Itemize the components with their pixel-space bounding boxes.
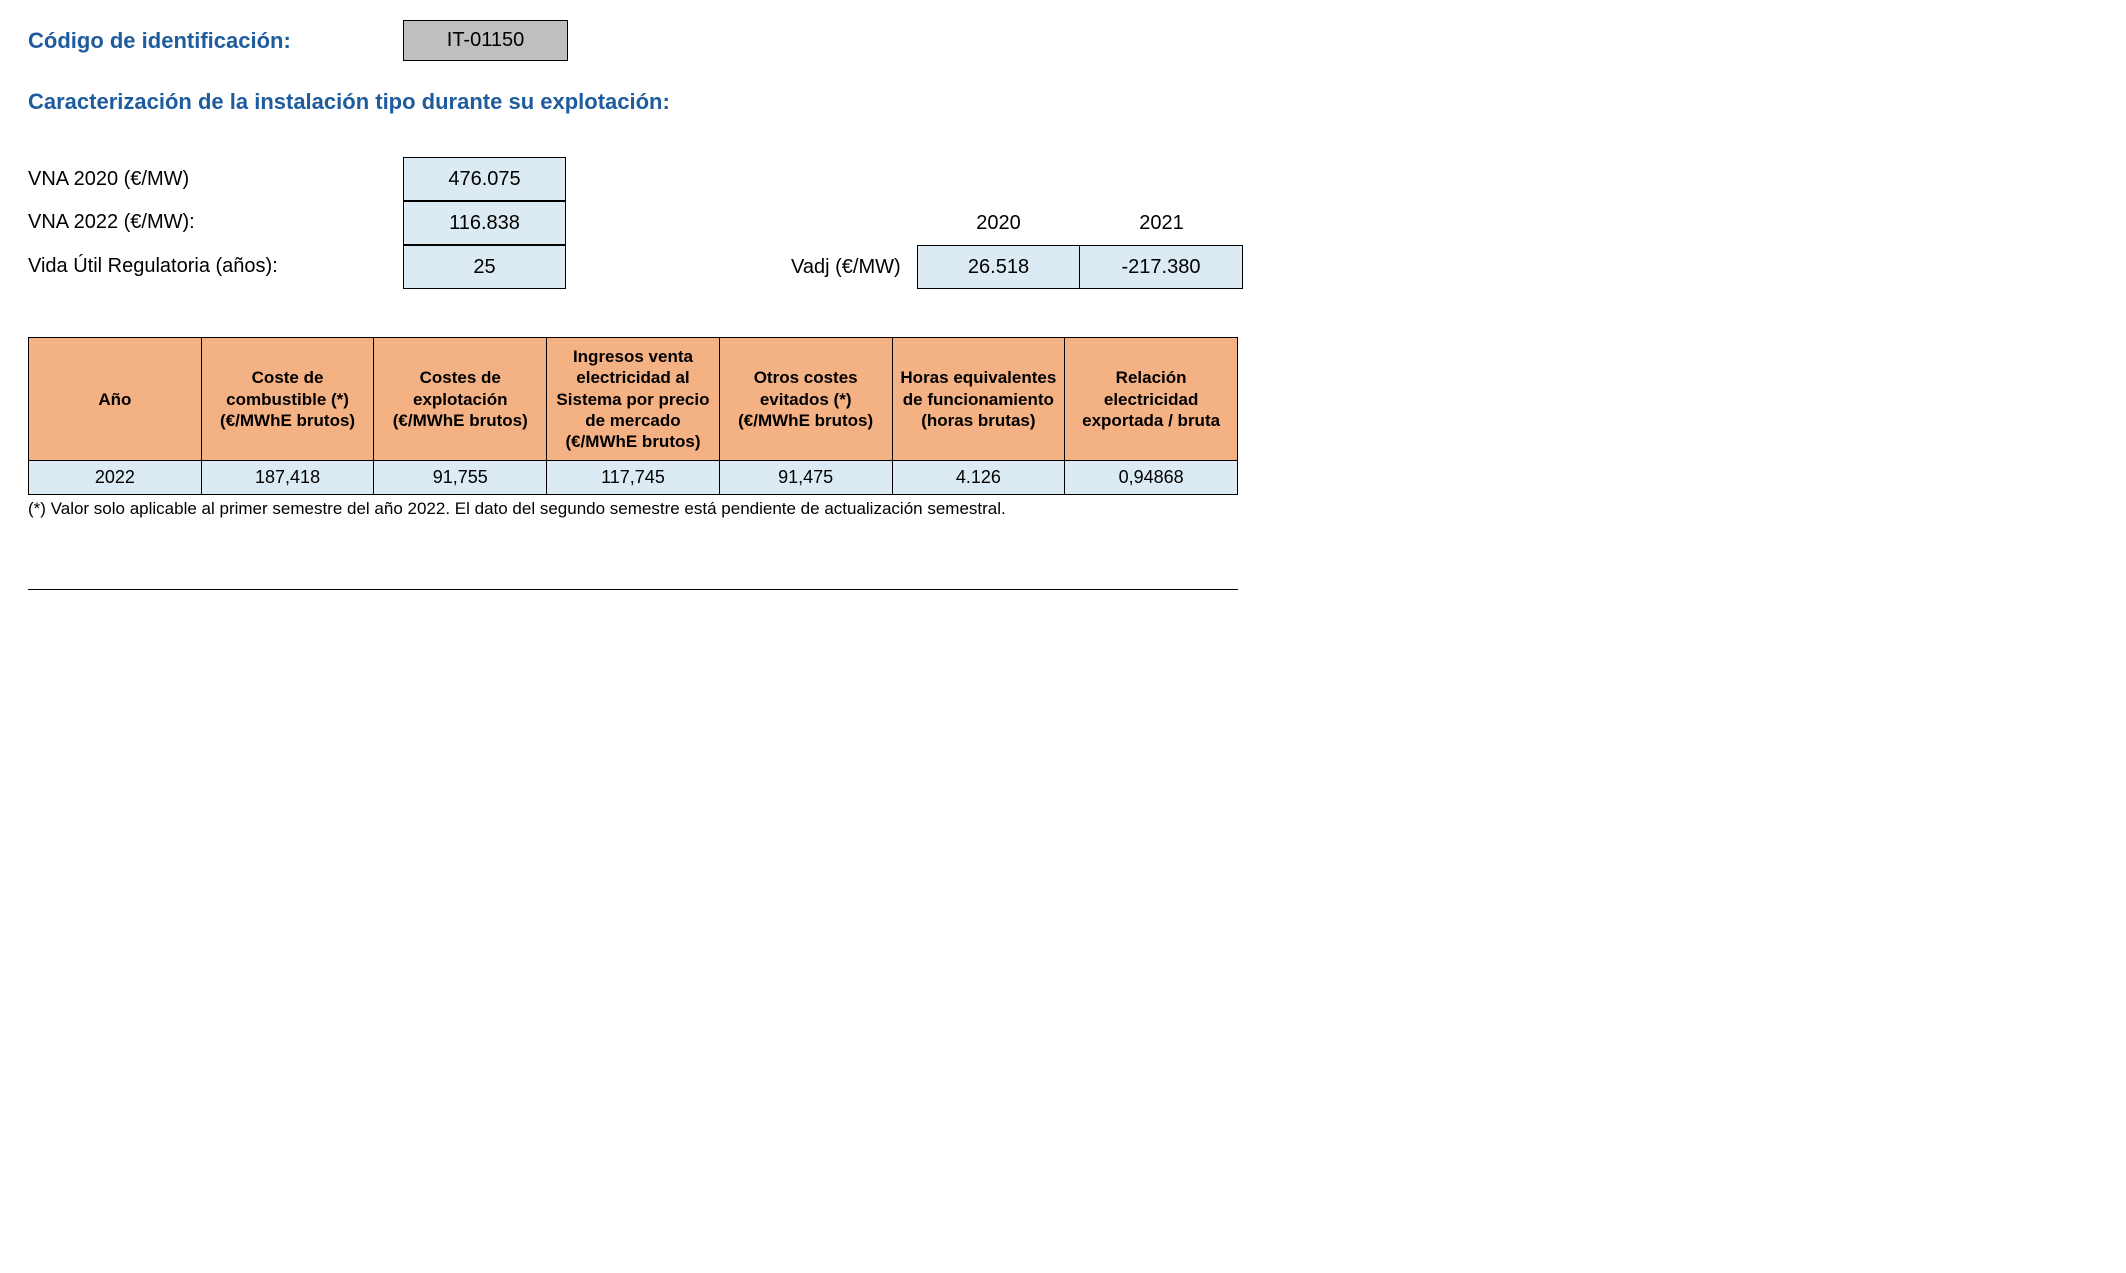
param-value: 476.075 (403, 157, 566, 201)
code-label: Código de identificación: (28, 28, 403, 54)
code-value-box: IT-01150 (403, 20, 568, 61)
col-header: Ingresos venta electricidad al Sistema p… (547, 338, 720, 461)
col-header: Coste de combustible (*) (€/MWhE brutos) (201, 338, 374, 461)
identification-header: Código de identificación: IT-01150 (28, 20, 2098, 61)
table-cell: 187,418 (201, 461, 374, 495)
table-footnote: (*) Valor solo aplicable al primer semes… (28, 499, 2098, 519)
vadj-year-header: 2021 (1080, 201, 1243, 245)
param-label: Vida Útil Regulatoria (años): (28, 244, 403, 288)
table-cell: 2022 (29, 461, 202, 495)
col-header: Relación electricidad exportada / bruta (1065, 338, 1238, 461)
col-header: Otros costes evitados (*) (€/MWhE brutos… (719, 338, 892, 461)
operation-data-table: Año Coste de combustible (*) (€/MWhE bru… (28, 337, 1238, 495)
vadj-value: -217.380 (1079, 245, 1243, 289)
table-header-row: Año Coste de combustible (*) (€/MWhE bru… (29, 338, 1238, 461)
param-value: 25 (403, 245, 566, 289)
table-cell: 0,94868 (1065, 461, 1238, 495)
parameters-block: VNA 2020 (€/MW) 476.075 VNA 2022 (€/MW):… (28, 157, 2098, 289)
table-cell: 91,475 (719, 461, 892, 495)
table-cell: 4.126 (892, 461, 1065, 495)
separator-rule (28, 589, 1238, 590)
table-cell: 117,745 (547, 461, 720, 495)
vadj-year-header: 2020 (917, 201, 1080, 245)
param-value: 116.838 (403, 201, 566, 245)
vadj-label: Vadj (€/MW) (791, 245, 917, 289)
param-label: VNA 2020 (€/MW) (28, 157, 403, 201)
parameters-left-grid: VNA 2020 (€/MW) 476.075 VNA 2022 (€/MW):… (28, 157, 566, 289)
col-header: Año (29, 338, 202, 461)
col-header: Horas equivalentes de funcionamiento (ho… (892, 338, 1065, 461)
table-row: 2022 187,418 91,755 117,745 91,475 4.126… (29, 461, 1238, 495)
section-title: Caracterización de la instalación tipo d… (28, 89, 2098, 115)
col-header: Costes de explotación (€/MWhE brutos) (374, 338, 547, 461)
vadj-value: 26.518 (917, 245, 1080, 289)
param-label: VNA 2022 (€/MW): (28, 200, 403, 244)
vadj-grid: 2020 2021 Vadj (€/MW) 26.518 -217.380 (791, 201, 1243, 289)
table-cell: 91,755 (374, 461, 547, 495)
